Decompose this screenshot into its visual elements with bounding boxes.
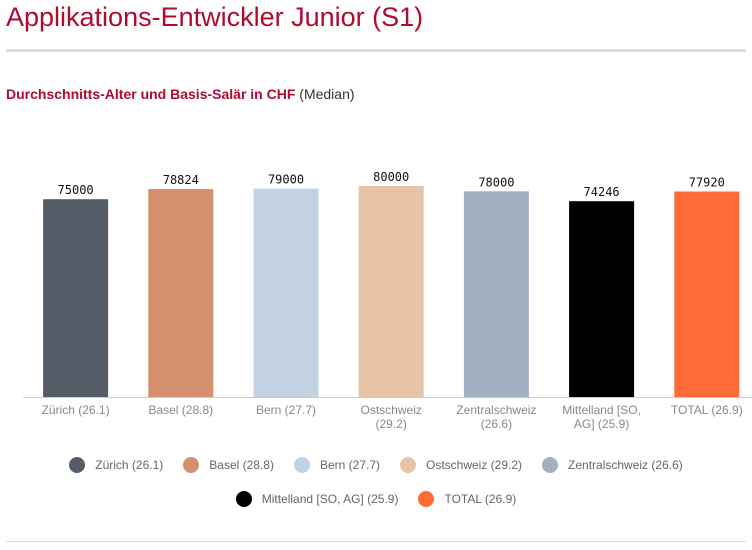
bar-mittelland-so-ag[interactable]	[569, 201, 635, 397]
legend-item-mittelland-so-ag[interactable]: Mittelland [SO, AG] (25.9)	[235, 491, 399, 507]
bar-z-rich[interactable]	[43, 199, 109, 397]
legend-item-bern[interactable]: Bern (27.7)	[293, 457, 380, 473]
data-label-basel: 78824	[163, 173, 199, 187]
x-tick-label-mittelland-so-ag: Mittelland [SO, AG] (25.9)	[562, 403, 641, 431]
legend-label-total: TOTAL (26.9)	[444, 492, 517, 506]
subtitle-suffix: (Median)	[299, 86, 355, 102]
legend-label-zentralschweiz: Zentralschweiz (26.6)	[568, 458, 683, 472]
legend-swatch-bern	[293, 457, 310, 473]
legend-label-ostschweiz: Ostschweiz (29.2)	[426, 458, 523, 472]
bar-ostschweiz[interactable]	[358, 186, 424, 397]
legend-label-basel: Basel (28.8)	[209, 458, 274, 472]
chart-subtitle: Durchschnitts-Alter und Basis-Salär in C…	[6, 86, 355, 102]
legend-row-2: Mittelland [SO, AG] (25.9) TOTAL (26.9)	[0, 491, 752, 507]
x-tick-label-basel: Basel (28.8)	[148, 403, 213, 417]
legend-label-z-rich: Zürich (26.1)	[95, 458, 164, 472]
legend-swatch-total	[418, 491, 435, 507]
data-label-mittelland-so-ag: 74246	[584, 185, 620, 199]
title-divider	[6, 49, 746, 52]
x-tick-label-zentralschweiz: Zentralschweiz (26.6)	[456, 403, 536, 431]
legend-row-1: Zürich (26.1) Basel (28.8) Bern (27.7) Osts…	[0, 457, 752, 473]
legend-swatch-mittelland-so-ag	[235, 491, 252, 507]
bar-chart: 75000 Zürich (26.1) 78824 Basel (28.8) 79000…	[23, 170, 752, 431]
bottom-divider	[6, 541, 746, 542]
legend-label-bern: Bern (27.7)	[319, 458, 380, 472]
data-label-ostschweiz: 80000	[373, 170, 409, 184]
x-tick-label-total: TOTAL (26.9)	[671, 403, 743, 417]
bar-basel[interactable]	[148, 189, 214, 397]
subtitle-main: Durchschnitts-Alter und Basis-Salär in C…	[6, 86, 296, 102]
bar-zentralschweiz[interactable]	[463, 191, 529, 397]
legend-label-mittelland-so-ag: Mittelland [SO, AG] (25.9)	[261, 492, 399, 506]
page-title: Applikations-Entwickler Junior (S1)	[6, 2, 424, 32]
x-tick-label-ostschweiz: Ostschweiz (29.2)	[361, 403, 422, 431]
legend-swatch-basel	[183, 457, 200, 473]
legend-swatch-z-rich	[69, 457, 86, 473]
legend-swatch-zentralschweiz	[542, 457, 559, 473]
x-tick-label-z-rich: Zürich (26.1)	[42, 403, 110, 417]
legend-item-total[interactable]: TOTAL (26.9)	[418, 491, 516, 507]
legend-swatch-ostschweiz	[400, 457, 416, 473]
data-label-total: 77920	[689, 176, 725, 190]
legend-item-zentralschweiz[interactable]: Zentralschweiz (26.6)	[542, 457, 683, 473]
data-label-z-rich: 75000	[58, 183, 94, 197]
bar-bern[interactable]	[253, 188, 319, 397]
x-tick-label-bern: Bern (27.7)	[256, 403, 316, 417]
legend-item-ostschweiz[interactable]: Ostschweiz (29.2)	[400, 457, 522, 473]
bar-total[interactable]	[674, 191, 740, 398]
legend-item-z-rich[interactable]: Zürich (26.1)	[69, 457, 163, 473]
legend-item-basel[interactable]: Basel (28.8)	[183, 457, 274, 473]
data-label-bern: 79000	[268, 173, 304, 187]
data-label-zentralschweiz: 78000	[478, 175, 514, 189]
